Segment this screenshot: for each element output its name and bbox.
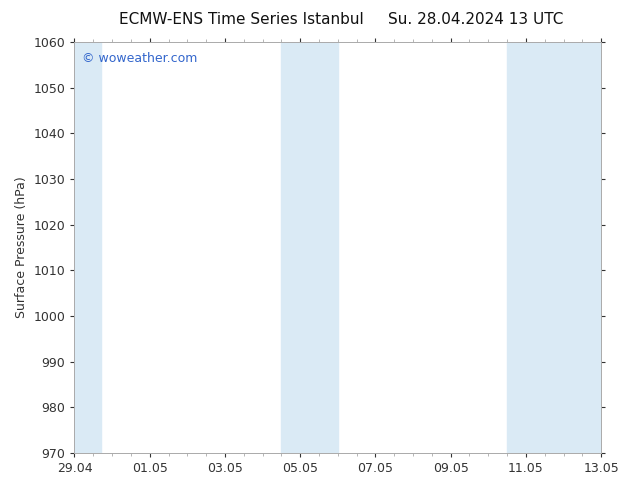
Text: © woweather.com: © woweather.com [82, 52, 198, 65]
Bar [281, 42, 338, 453]
Bar [507, 42, 601, 453]
Text: ECMW-ENS Time Series Istanbul: ECMW-ENS Time Series Istanbul [119, 12, 363, 27]
Text: Su. 28.04.2024 13 UTC: Su. 28.04.2024 13 UTC [388, 12, 563, 27]
Y-axis label: Surface Pressure (hPa): Surface Pressure (hPa) [15, 176, 28, 318]
Bar [74, 42, 101, 453]
